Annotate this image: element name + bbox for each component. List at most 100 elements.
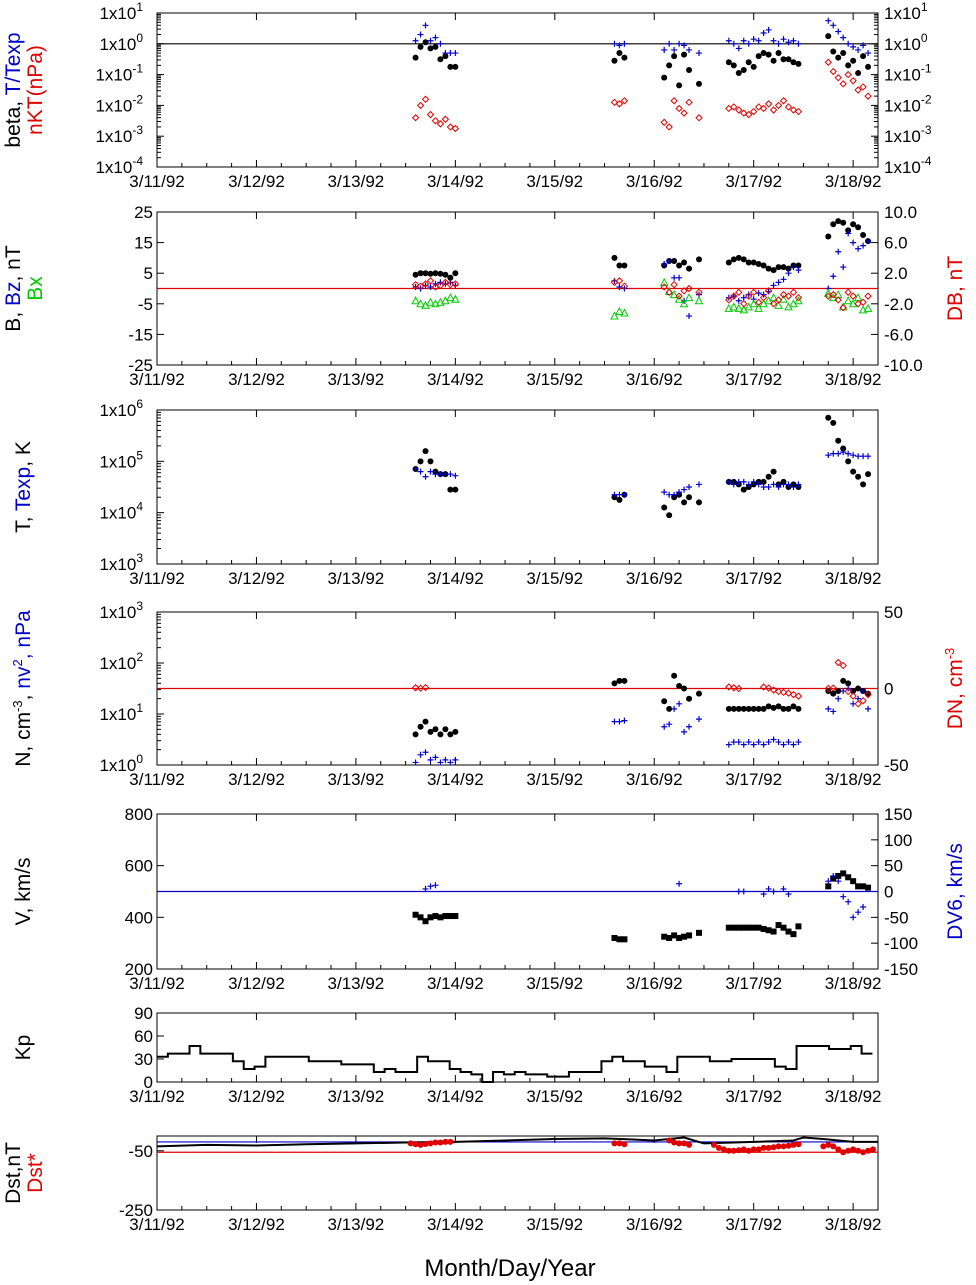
data-point-plus: [681, 486, 688, 493]
data-point-dot: [755, 1146, 762, 1153]
data-point-square: [755, 924, 762, 931]
data-point-diamond: [754, 298, 763, 306]
data-point-dot: [611, 254, 618, 261]
x-tick-label: 3/17/92: [725, 172, 782, 191]
data-point-dot: [835, 218, 842, 225]
data-point-square: [775, 922, 782, 929]
data-point-square: [840, 870, 847, 877]
data-point-dot: [840, 50, 847, 57]
x-tick-label: 3/18/92: [825, 1215, 882, 1234]
data-point-dot: [790, 59, 797, 66]
data-point-dot: [735, 254, 742, 261]
y-tick-label: 1x10-3: [884, 123, 932, 146]
data-point-diamond: [680, 287, 688, 295]
data-point-plus: [676, 700, 683, 707]
data-point-dot: [676, 1140, 683, 1147]
x-tick-label: 3/12/92: [228, 1215, 285, 1234]
data-point-plus: [730, 40, 737, 47]
data-point-dot: [676, 682, 683, 689]
data-point-square: [427, 914, 434, 921]
data-point-dot: [452, 63, 459, 70]
data-point-plus: [835, 450, 842, 457]
data-point-dot: [855, 473, 862, 480]
x-tick-label: 3/12/92: [228, 172, 285, 191]
data-point-diamond: [769, 106, 778, 114]
data-point-plus: [695, 481, 702, 488]
data-point-square: [695, 929, 702, 936]
panel-p2: 3/11/92 3/12/92 3/13/92 3/14/92 3/15/92 3/16/…: [2, 203, 967, 389]
data-point-diamond: [794, 692, 803, 700]
data-point-dot: [725, 59, 732, 66]
data-point-plus: [855, 245, 862, 252]
x-tick-label: 3/16/92: [626, 1087, 683, 1106]
data-point-dot: [676, 82, 683, 89]
y-tick-label: 1x105: [99, 448, 143, 471]
data-point-triangle: [436, 297, 445, 306]
data-point-square: [725, 924, 732, 931]
panel-p3: 3/11/92 3/12/92 3/13/92 3/14/92 3/15/92 3/16/…: [12, 397, 882, 588]
data-point-diamond: [829, 290, 837, 299]
data-point-diamond: [779, 290, 788, 299]
data-point-diamond: [451, 124, 460, 133]
data-point-diamond: [685, 98, 693, 107]
y-tick-label: 1x10-1: [884, 62, 932, 85]
data-point-square: [795, 923, 802, 930]
data-point-square: [765, 927, 772, 934]
data-point-plus: [432, 34, 439, 41]
y-left-axis-label: V, km/s: [12, 857, 35, 925]
data-point-plus: [785, 39, 792, 46]
data-point-diamond: [794, 107, 803, 116]
data-point-dot: [760, 705, 767, 712]
data-point-diamond: [441, 278, 450, 287]
data-point-dot: [695, 690, 702, 697]
data-point-plus: [780, 276, 787, 283]
data-point-dot: [835, 688, 842, 695]
data-point-plus: [432, 882, 439, 889]
data-point-dot: [840, 445, 847, 452]
data-point-diamond: [749, 107, 758, 116]
data-point-plus: [770, 481, 777, 488]
x-tick-label: 3/15/92: [526, 569, 583, 588]
data-point-square: [855, 883, 862, 890]
y-right-axis-label: DV6, km/s: [944, 843, 967, 940]
data-point-plus: [860, 242, 867, 249]
data-point-square: [442, 913, 449, 920]
data-point-diamond: [725, 296, 733, 304]
x-tick-label: 3/13/92: [328, 1215, 385, 1234]
data-point-dot: [681, 685, 688, 692]
data-point-diamond: [620, 282, 629, 290]
data-point-dot: [417, 43, 424, 50]
data-point-plus: [661, 489, 668, 496]
data-point-plus: [855, 909, 862, 916]
data-point-dot: [427, 728, 434, 735]
x-tick-label: 3/18/92: [825, 172, 882, 191]
data-point-dot: [616, 50, 623, 57]
data-point-dot: [432, 726, 439, 733]
data-point-dot: [795, 262, 802, 269]
data-point-square: [850, 878, 857, 885]
data-point-plus: [661, 723, 668, 730]
data-point-dot: [850, 1146, 857, 1153]
data-point-dot: [855, 685, 862, 692]
data-point-dot: [611, 1140, 618, 1147]
data-point-dot: [765, 473, 772, 480]
data-point-diamond: [864, 292, 872, 300]
data-point-square: [437, 914, 444, 921]
y-tick-label: 1x103: [99, 599, 143, 622]
data-point-plus: [755, 37, 762, 44]
y-tick-label: 0: [884, 883, 893, 902]
data-point-dot: [611, 57, 618, 64]
y-left-axis-label: Dst*: [24, 1153, 47, 1193]
data-point-dot: [740, 256, 747, 263]
x-tick-label: 3/15/92: [526, 974, 583, 993]
y-tick-label: 600: [125, 857, 153, 876]
data-point-plus: [695, 716, 702, 723]
data-point-plus: [730, 293, 737, 300]
y-tick-label: 1x101: [99, 701, 143, 724]
data-point-dot: [825, 414, 832, 421]
data-point-dot: [681, 499, 688, 506]
data-point-dot: [770, 57, 777, 64]
y-tick-label: 1x10-4: [884, 154, 932, 177]
data-point-plus: [770, 37, 777, 44]
data-point-triangle: [774, 300, 783, 309]
